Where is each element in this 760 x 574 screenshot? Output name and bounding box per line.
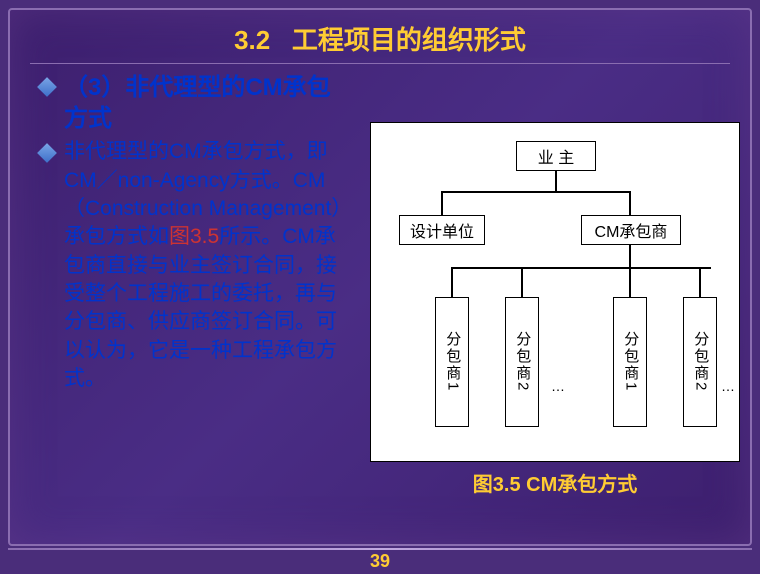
bullet-icon	[37, 143, 57, 163]
edge	[451, 267, 711, 269]
node-owner: 业 主	[516, 141, 596, 171]
left-column: （3）非代理型的CM承包方式 非代理型的CM承包方式，即CM／non-Agenc…	[40, 72, 350, 497]
edge	[441, 191, 443, 215]
dots-1: …	[551, 378, 566, 394]
sub1-label: 分包商1	[444, 331, 461, 392]
edge	[441, 191, 631, 193]
sup1-label: 分包商1	[622, 331, 639, 392]
right-column: 业 主 设计单位 CM承包商	[350, 72, 740, 497]
page-number: 39	[0, 551, 760, 572]
node-sub2: 分包商2	[505, 297, 539, 427]
slide-frame: 3.2 工程项目的组织形式 （3）非代理型的CM承包方式 非代理型的CM承包方式…	[8, 8, 752, 546]
edge	[629, 267, 631, 297]
bullet-2-text: 非代理型的CM承包方式，即CM／non-Agency方式。CM（Construc…	[64, 138, 350, 393]
node-sub1: 分包商1	[435, 297, 469, 427]
edge	[699, 267, 701, 297]
bullet-1: （3）非代理型的CM承包方式	[40, 72, 350, 134]
org-diagram: 业 主 设计单位 CM承包商	[370, 122, 740, 462]
footer-divider	[8, 548, 752, 550]
node-design: 设计单位	[399, 215, 485, 245]
title-text	[277, 25, 291, 55]
edge	[629, 191, 631, 215]
figure-caption: 图3.5 CM承包方式	[370, 468, 740, 497]
edge	[629, 245, 631, 267]
edge	[555, 171, 557, 191]
bullet-2: 非代理型的CM承包方式，即CM／non-Agency方式。CM（Construc…	[40, 138, 350, 393]
content-area: （3）非代理型的CM承包方式 非代理型的CM承包方式，即CM／non-Agenc…	[10, 64, 750, 497]
sub2-label: 分包商2	[514, 331, 531, 392]
dots-2: …	[721, 378, 736, 394]
figure-ref: 图3.5	[169, 225, 219, 248]
bullet-icon	[37, 77, 57, 97]
body-post: 所示。CM承包商直接与业主签订合同，接受整个工程施工的委托，再与分包商、供应商签…	[64, 225, 337, 390]
node-sup2: 分包商2	[683, 297, 717, 427]
title-text-main: 工程项目的组织形式	[292, 25, 526, 55]
edge	[451, 267, 453, 297]
bullet-1-text: （3）非代理型的CM承包方式	[64, 72, 350, 134]
edge	[521, 267, 523, 297]
node-sup1: 分包商1	[613, 297, 647, 427]
node-cm: CM承包商	[581, 215, 681, 245]
sup2-label: 分包商2	[692, 331, 709, 392]
slide-title: 3.2 工程项目的组织形式	[30, 10, 730, 64]
title-number: 3.2	[234, 25, 270, 55]
